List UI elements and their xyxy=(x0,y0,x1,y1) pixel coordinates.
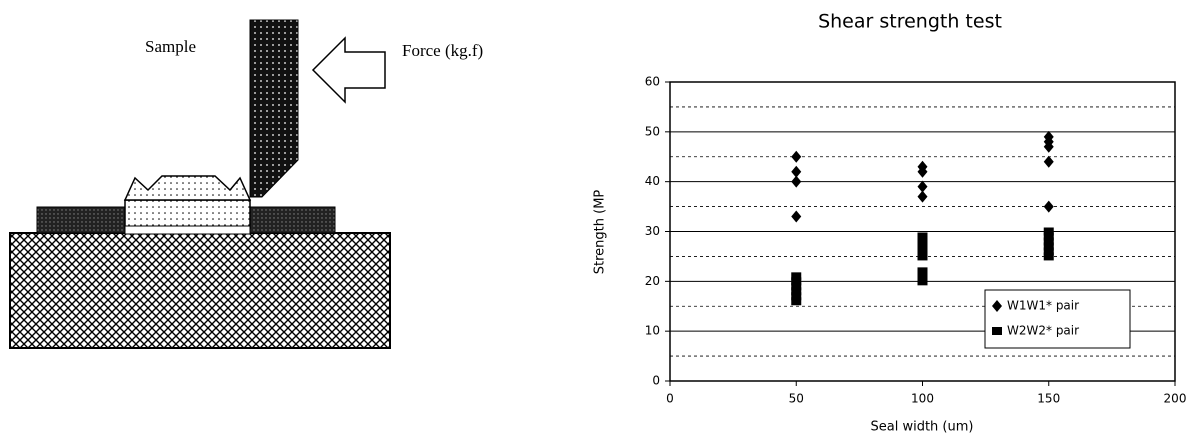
point xyxy=(1043,200,1054,213)
legend-label: W2W2* pair xyxy=(1007,324,1079,338)
point xyxy=(917,165,928,178)
x-tick-label: 100 xyxy=(911,392,934,406)
point xyxy=(917,272,928,281)
point xyxy=(1043,155,1054,168)
y-tick-label: 20 xyxy=(645,274,660,288)
y-tick-label: 30 xyxy=(645,224,660,238)
legend-marker xyxy=(992,327,1002,335)
force-label: Force (kg.f) xyxy=(402,41,483,60)
point xyxy=(917,247,928,256)
point xyxy=(917,232,928,241)
point xyxy=(791,175,802,188)
force-arrow xyxy=(311,36,386,104)
legend-box xyxy=(984,289,1131,349)
point xyxy=(791,150,802,163)
point xyxy=(791,165,802,178)
point xyxy=(917,242,928,251)
point xyxy=(1043,232,1054,241)
point xyxy=(1043,242,1054,251)
point xyxy=(791,292,802,301)
y-tick-label: 40 xyxy=(645,174,660,188)
point xyxy=(791,277,802,286)
x-tick-label: 150 xyxy=(1037,392,1060,406)
point xyxy=(917,267,928,276)
x-axis-label: Seal width (um) xyxy=(871,420,974,435)
shear-tool xyxy=(249,19,299,198)
point xyxy=(1043,227,1054,236)
point xyxy=(917,237,928,246)
legend-marker xyxy=(992,300,1002,312)
legend-label: W1W1* pair xyxy=(1007,299,1079,313)
point xyxy=(1043,247,1054,256)
point xyxy=(917,180,928,193)
chart-title: Shear strength test xyxy=(818,11,1002,33)
sample-diagram: Sample Force (kg.f) xyxy=(9,19,483,349)
point xyxy=(791,282,802,291)
sample-label: Sample xyxy=(145,37,196,56)
plot-frame xyxy=(669,81,1176,382)
y-tick-label: 0 xyxy=(652,374,660,388)
x-tick-label: 200 xyxy=(1164,392,1187,406)
cap xyxy=(123,175,252,201)
point xyxy=(917,252,928,261)
point xyxy=(1043,140,1054,153)
x-tick-label: 50 xyxy=(789,392,804,406)
substrate xyxy=(9,232,391,349)
y-tick-label: 60 xyxy=(645,75,660,89)
point xyxy=(917,190,928,203)
bumps xyxy=(124,225,251,235)
y-tick-label: 50 xyxy=(645,124,660,138)
die xyxy=(124,199,251,229)
x-tick-label: 0 xyxy=(666,392,674,406)
point xyxy=(791,272,802,281)
point xyxy=(1043,252,1054,261)
point xyxy=(791,287,802,296)
point xyxy=(917,277,928,286)
y-tick-label: 10 xyxy=(645,324,660,338)
point xyxy=(1043,237,1054,246)
y-axis-label: Strength (MP xyxy=(593,190,608,275)
point xyxy=(791,297,802,306)
point xyxy=(791,210,802,223)
